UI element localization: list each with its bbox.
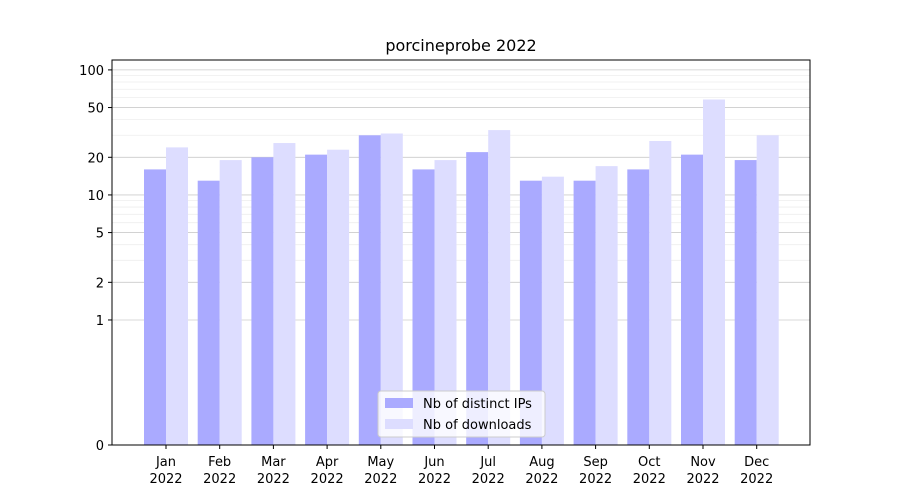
x-tick-label: Nov 2022 (686, 455, 719, 487)
bar-distinct-ips (305, 154, 328, 446)
bar-distinct-ips (519, 180, 542, 445)
y-tick-label: 0 (96, 439, 104, 454)
legend-box (377, 390, 546, 438)
bar-downloads (488, 130, 511, 445)
legend-swatch (385, 398, 413, 408)
x-tick-label: Jun 2022 (418, 455, 451, 487)
bar-distinct-ips (144, 169, 166, 445)
bar-downloads (327, 149, 350, 446)
y-tick-label: 50 (87, 102, 104, 117)
legend: Nb of distinct IPs Nb of downloads (377, 390, 546, 438)
bar-distinct-ips (466, 152, 489, 445)
bar-distinct-ips (251, 157, 274, 445)
bar-downloads (166, 147, 188, 446)
bar-downloads (595, 166, 618, 445)
x-tick-label: Apr 2022 (311, 455, 344, 487)
x-tick-label: Oct 2022 (633, 455, 666, 487)
bar-distinct-ips (573, 180, 596, 445)
legend-label: Nb of downloads (423, 418, 532, 433)
x-tick-label: Sep 2022 (579, 455, 612, 487)
x-tick-label: Aug 2022 (525, 455, 558, 487)
bar-distinct-ips (627, 169, 650, 445)
x-tick-label: Mar 2022 (257, 455, 290, 487)
y-tick-label: 1 (96, 314, 104, 329)
bar-distinct-ips (197, 180, 220, 445)
bar-downloads (219, 160, 242, 445)
bar-distinct-ips (734, 160, 757, 445)
bar-downloads (434, 160, 457, 445)
y-tick-label: 10 (87, 189, 104, 204)
x-tick-label: May 2022 (364, 455, 397, 487)
y-tick-label: 100 (79, 64, 104, 79)
bar-downloads (541, 176, 564, 445)
bar-distinct-ips (358, 135, 381, 445)
y-axis: 0 1 2 5 10 20 50 100 (79, 64, 112, 454)
x-tick-label: Feb 2022 (203, 455, 236, 487)
bar-downloads (703, 99, 725, 446)
bar-distinct-ips (412, 169, 435, 445)
x-tick-label: Jan 2022 (149, 455, 182, 487)
legend-swatch (385, 419, 413, 429)
bar-downloads (380, 133, 403, 445)
legend-label: Nb of distinct IPs (423, 397, 532, 412)
y-tick-label: 2 (96, 276, 104, 291)
plot-frame (111, 59, 811, 446)
bar-downloads (273, 143, 296, 445)
bar-downloads (649, 140, 672, 445)
bar-distinct-ips (681, 154, 703, 446)
bar-downloads (756, 135, 779, 445)
y-tick-label: 5 (96, 227, 104, 242)
chart-title: porcineprobe 2022 (385, 36, 536, 55)
x-axis: Jan 2022 Feb 2022 Mar 2022 Apr 2022 May 2022 Jun 20… (149, 445, 773, 487)
y-tick-label: 20 (87, 151, 104, 166)
x-tick-label: Dec 2022 (740, 455, 773, 487)
x-tick-label: Jul 2022 (472, 455, 505, 487)
bars (144, 99, 779, 446)
